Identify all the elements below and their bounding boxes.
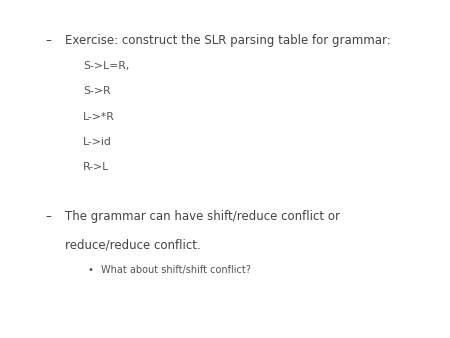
Text: –: – — [45, 210, 51, 222]
Text: R->L: R->L — [83, 162, 109, 172]
Text: The grammar can have shift/reduce conflict or: The grammar can have shift/reduce confli… — [65, 210, 340, 222]
Text: –: – — [45, 34, 51, 47]
Text: L->*R: L->*R — [83, 112, 115, 122]
Text: •: • — [88, 265, 94, 275]
Text: Exercise: construct the SLR parsing table for grammar:: Exercise: construct the SLR parsing tabl… — [65, 34, 391, 47]
Text: reduce/reduce conflict.: reduce/reduce conflict. — [65, 238, 201, 251]
Text: S->R: S->R — [83, 86, 111, 96]
Text: S->L=R,: S->L=R, — [83, 61, 130, 71]
Text: What about shift/shift conflict?: What about shift/shift conflict? — [101, 265, 251, 275]
Text: L->id: L->id — [83, 137, 112, 147]
